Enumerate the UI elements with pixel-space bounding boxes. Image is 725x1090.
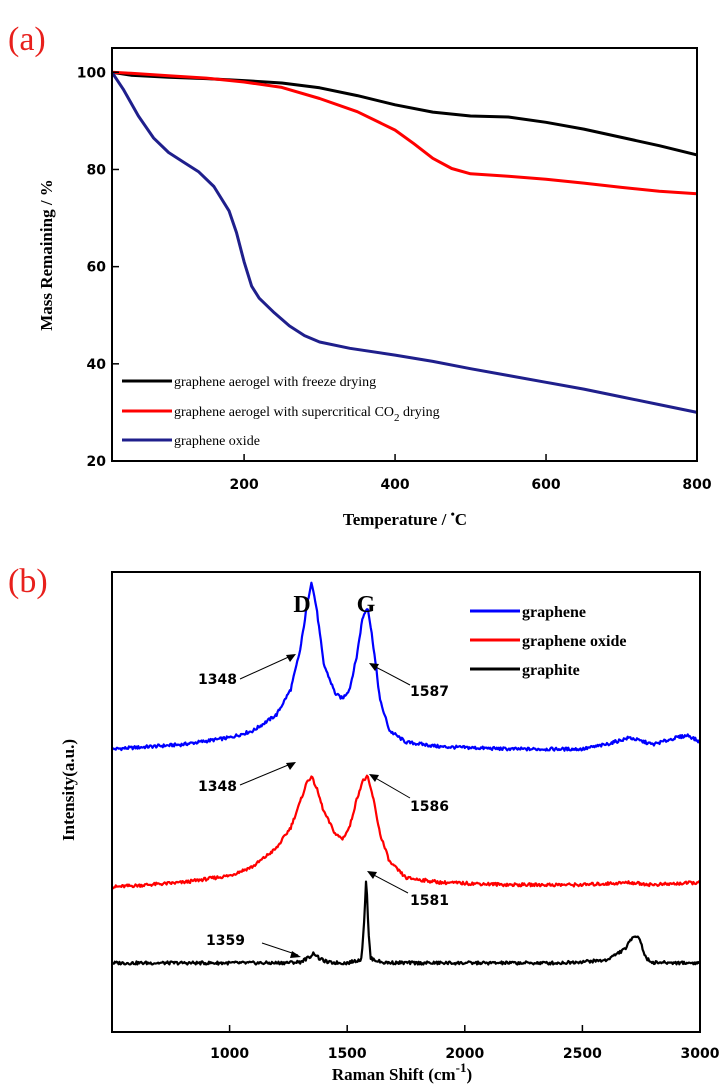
panel-b-x-axis-title-unit: cm	[434, 1065, 456, 1084]
peak-arrow-graphene-d	[239, 654, 294, 680]
panel-b-x-axis-title: Raman Shift (cm-1)	[332, 1060, 472, 1084]
band-label-g: G	[357, 592, 376, 618]
panel-a: (a) 200 400 600 800 20 40 60 80 100 graphene aer…	[8, 21, 712, 529]
panel-a-plot-frame	[111, 47, 698, 462]
peak-annotations: 1348 1587 1348 1586 1359 1581	[198, 654, 449, 958]
legend-a-label-supercritical: graphene aerogel with supercritical CO2 …	[174, 405, 440, 424]
peak-arrow-graphene-g	[371, 664, 411, 686]
legend-b-label-graphene: graphene	[522, 604, 586, 621]
legend-a-label-supercritical-sub: 2	[394, 412, 400, 424]
peak-arrow-oxide-g	[371, 775, 411, 799]
legend-a-label-supercritical-main: graphene aerogel with supercritical CO	[174, 405, 394, 420]
peak-label-graphite-d: 1359	[206, 933, 245, 949]
legend-b-label-oxide: graphene oxide	[522, 633, 626, 650]
panel-a-x-axis-title: Temperature / •C	[343, 507, 467, 529]
panel-a-y-tick-label-100: 100	[77, 65, 106, 81]
peak-label-oxide-d: 1348	[198, 779, 237, 795]
panel-a-y-tick-label-80: 80	[87, 162, 107, 178]
panel-b: (b) 1000 1500 2000 2500 3000 D G graphene gr…	[8, 563, 720, 1084]
peak-arrow-graphite-g	[369, 872, 409, 894]
peak-arrow-oxide-d	[239, 762, 294, 786]
panel-a-x-axis-title-main: Temperature /	[343, 510, 451, 529]
panel-a-label: (a)	[8, 21, 46, 58]
panel-a-y-tick-label-40: 40	[87, 357, 107, 373]
peak-label-graphene-d: 1348	[198, 672, 237, 688]
panel-a-x-tick-label-200: 200	[229, 477, 258, 493]
legend-a-label-freeze: graphene aerogel with freeze drying	[174, 375, 376, 390]
panel-b-x-tick-label-1500: 1500	[328, 1046, 367, 1062]
panel-b-x-tick-label-2000: 2000	[445, 1046, 484, 1062]
panel-a-degree-mark: •	[451, 507, 455, 521]
peak-arrowhead-oxide-g	[369, 774, 379, 782]
panel-a-series-graphene-oxide	[110, 71, 698, 414]
panel-b-y-axis-title: Intensity(a.u.)	[59, 739, 78, 841]
peak-label-graphene-g: 1587	[410, 684, 449, 700]
peak-label-oxide-g: 1586	[410, 799, 449, 815]
panel-a-x-tick-label-800: 800	[682, 477, 711, 493]
panel-b-x-axis-title-paren-close: )	[466, 1065, 472, 1084]
panel-b-x-tick-label-3000: 3000	[681, 1046, 720, 1062]
panel-b-x-tick-label-2500: 2500	[563, 1046, 602, 1062]
panel-a-series-graphene-aerogel-with-freeze-drying	[111, 70, 698, 157]
panel-b-x-tick-label-1000: 1000	[210, 1046, 249, 1062]
panel-a-x-tick-label-400: 400	[380, 477, 409, 493]
panel-a-series-graphene-aerogel-with-supercritical-co2-drying	[111, 70, 698, 196]
peak-arrowhead-oxide-d	[286, 762, 296, 770]
peak-label-graphite-g: 1581	[410, 893, 449, 909]
panel-a-x-tick-label-600: 600	[531, 477, 560, 493]
peak-arrowhead-graphite-d	[290, 951, 301, 958]
legend-a-label-oxide: graphene oxide	[174, 434, 260, 449]
panel-b-series-graphite	[111, 880, 701, 966]
panel-b-legend: graphene graphene oxide graphite	[470, 604, 626, 679]
panel-b-x-axis-title-sup: -1	[456, 1060, 467, 1075]
panel-b-x-axis-title-paren-open: (	[428, 1065, 434, 1084]
panel-a-legend: graphene aerogel with freeze drying grap…	[122, 375, 440, 449]
panel-b-series-graphene-oxide	[111, 774, 701, 890]
panel-a-y-axis-title: Mass Remaining / %	[37, 179, 56, 331]
panel-b-plot-frame	[111, 571, 701, 1033]
legend-a-label-supercritical-tail: drying	[400, 405, 440, 420]
panel-a-x-axis-title-unit: C	[455, 510, 467, 529]
legend-b-label-graphite: graphite	[522, 662, 580, 679]
band-label-d: D	[293, 592, 310, 618]
peak-arrowhead-graphite-g	[367, 871, 377, 879]
panel-a-y-tick-label-60: 60	[87, 260, 107, 276]
panel-b-label: (b)	[8, 563, 48, 600]
peak-arrowhead-graphene-g	[369, 663, 379, 671]
panel-b-series-graphene	[111, 581, 702, 752]
panel-a-y-tick-label-20: 20	[87, 454, 107, 470]
panel-b-x-axis-title-main: Raman Shift	[332, 1065, 428, 1084]
peak-arrowhead-graphene-d	[286, 654, 296, 662]
